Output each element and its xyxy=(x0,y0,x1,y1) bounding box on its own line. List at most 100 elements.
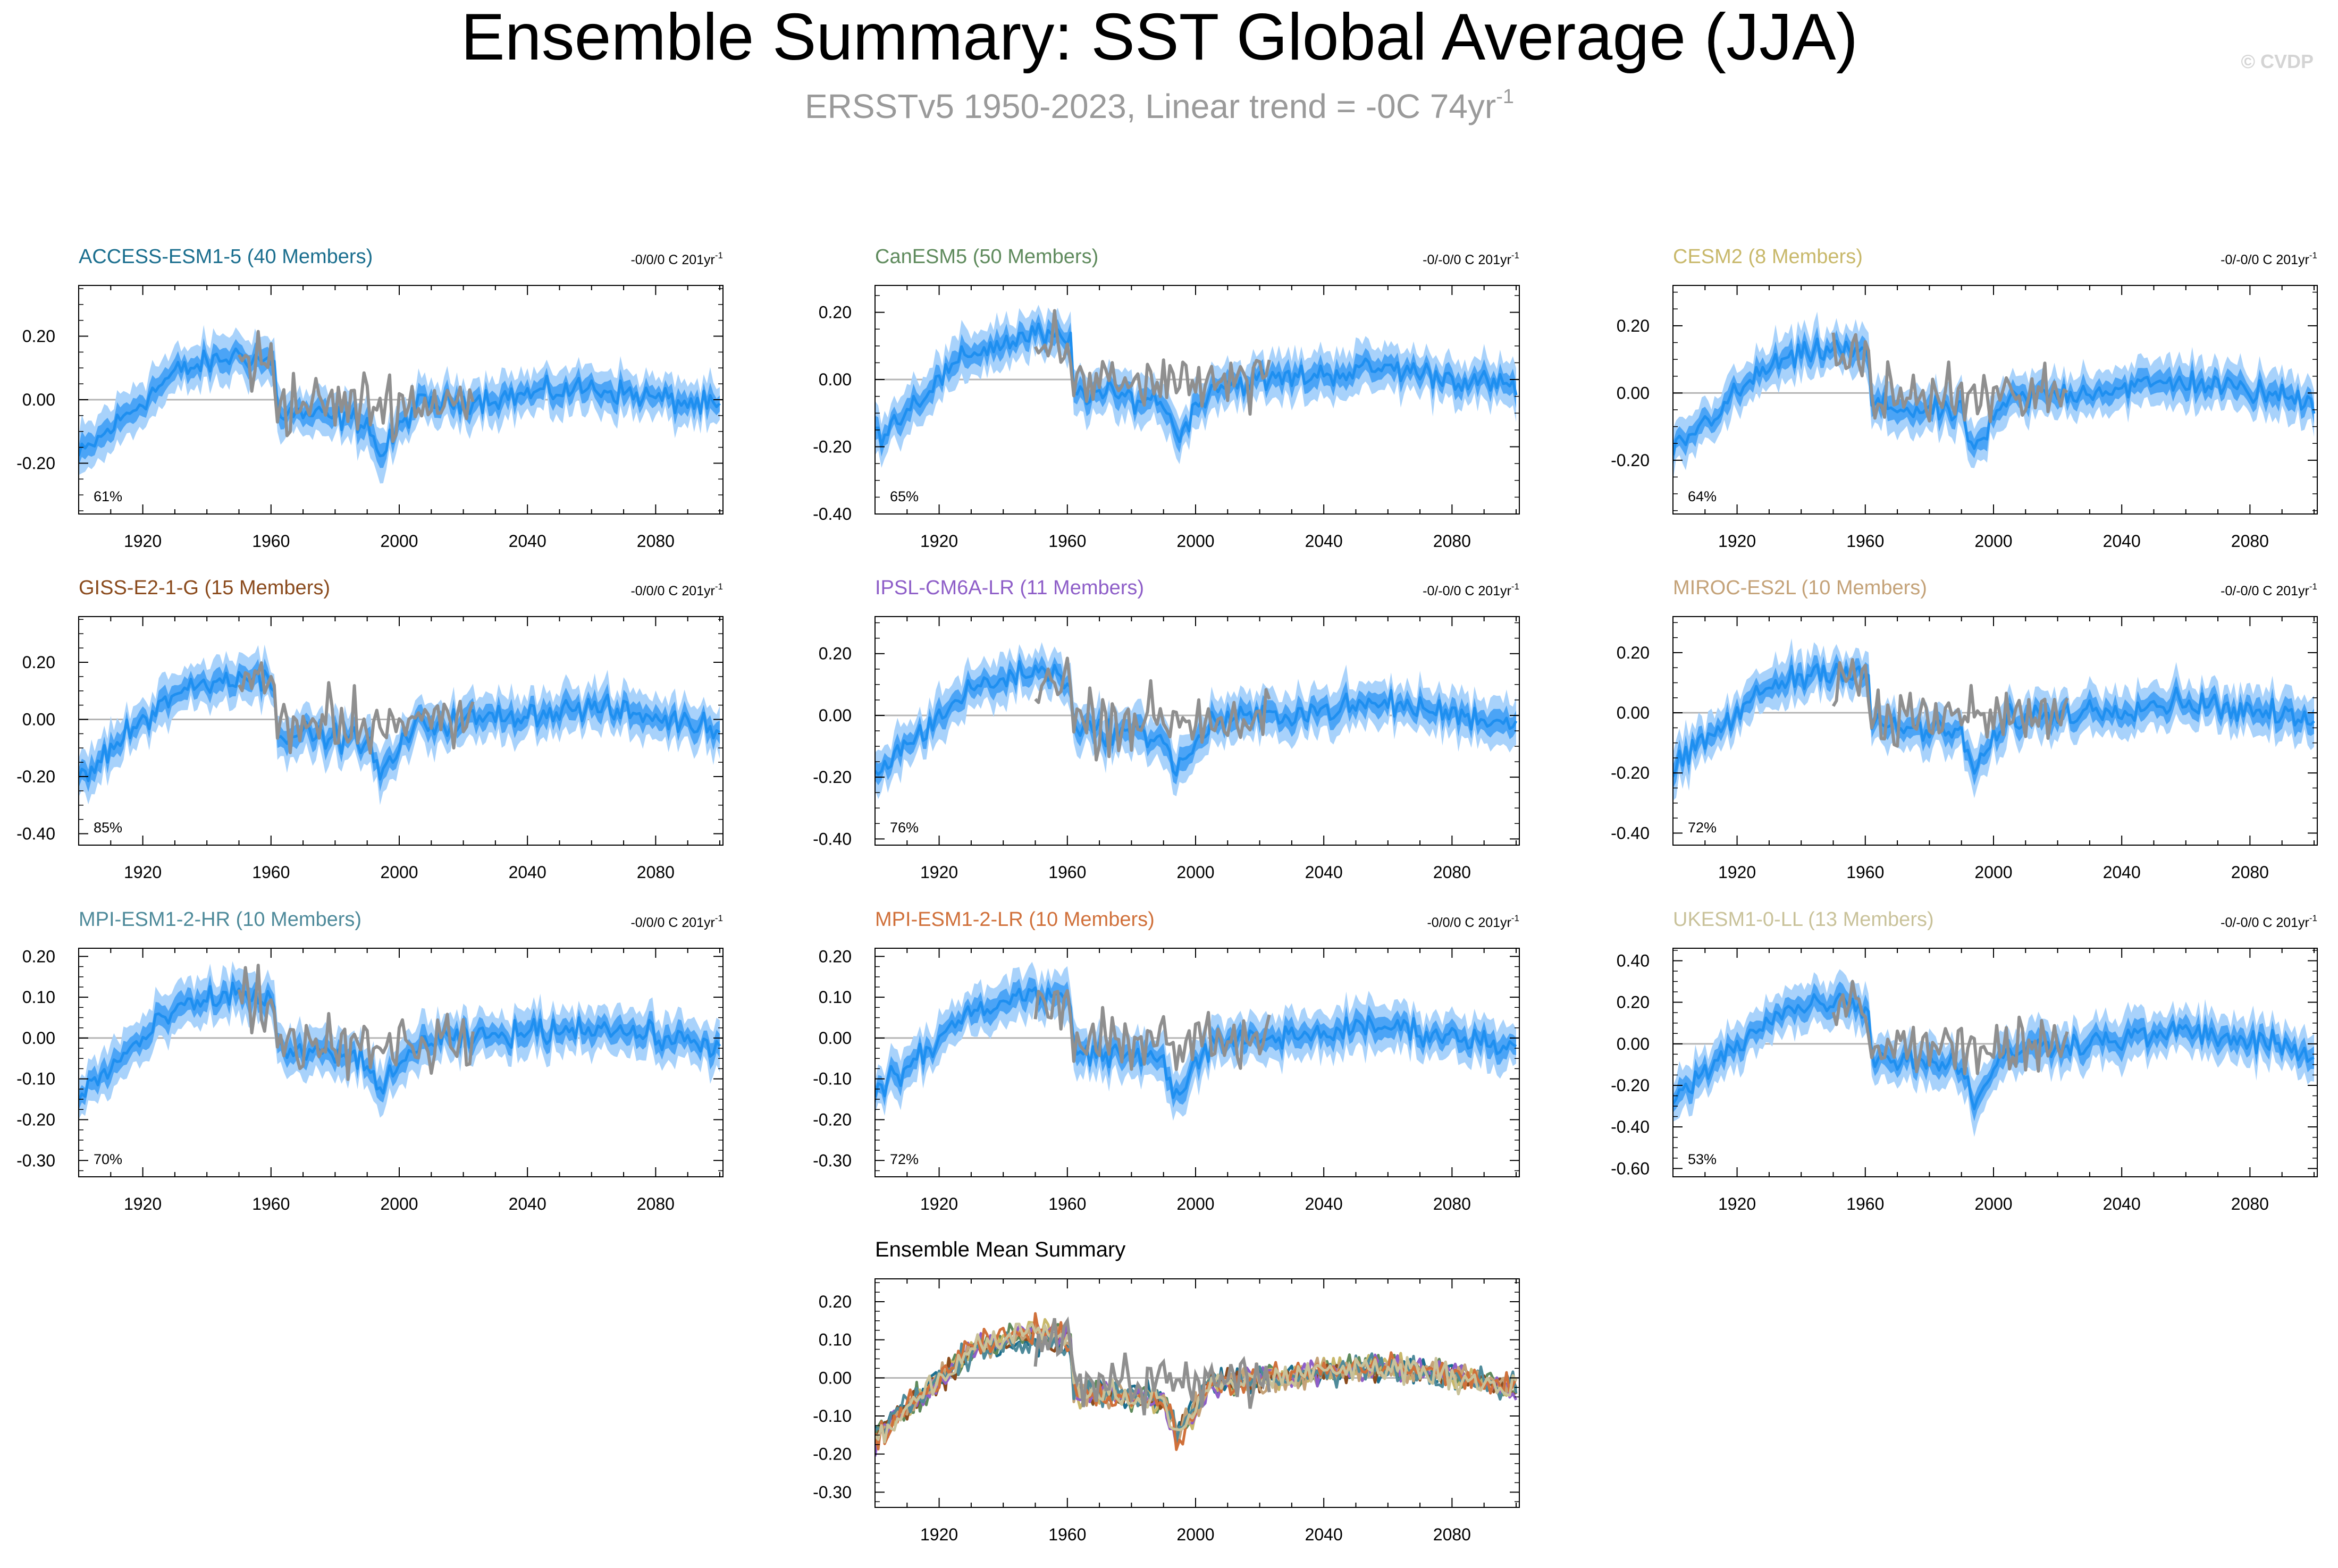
y-tick-label: 0.00 xyxy=(22,390,55,409)
y-tick-label: -0.20 xyxy=(16,453,55,473)
y-tick-label: 0.00 xyxy=(1617,383,1650,402)
x-tick-label: 2040 xyxy=(509,532,546,551)
y-tick-label: -0.20 xyxy=(813,1110,852,1129)
x-tick-label: 2040 xyxy=(509,1194,546,1213)
x-tick-label: 2040 xyxy=(1305,532,1343,551)
x-tick-label: 2080 xyxy=(1433,1525,1471,1544)
subtitle-superscript: -1 xyxy=(1496,86,1514,108)
trend-label-text: -0/-0/0 C 201yr xyxy=(1423,252,1511,267)
x-tick-label: 1920 xyxy=(920,1525,958,1544)
plot-area xyxy=(875,962,1519,1121)
plot-frame xyxy=(78,948,724,1177)
plot-area xyxy=(1673,638,2317,801)
observed-line xyxy=(1033,1316,1271,1415)
panel-title: GISS-E2-1-G (15 Members) xyxy=(79,577,330,599)
y-tick-label: 0.10 xyxy=(819,988,852,1007)
plot-area xyxy=(875,642,1519,799)
trend-label: -0/-0/0 C 201yr-1 xyxy=(1423,250,1519,267)
y-tick-label: 0.20 xyxy=(22,947,55,966)
y-tick-label: 0.00 xyxy=(819,706,852,725)
y-tick-label: -0.60 xyxy=(1611,1159,1650,1178)
plot-frame xyxy=(874,1278,1520,1508)
panel-giss: GISS-E2-1-G (15 Members) -0/0/0 C 201yr-1… xyxy=(16,577,724,882)
y-tick-label: 0.20 xyxy=(819,947,852,966)
x-tick-label: 2000 xyxy=(380,532,418,551)
trend-label-text: -0/0/0 C 201yr xyxy=(630,915,714,930)
trend-label-superscript: -1 xyxy=(715,250,723,260)
trend-label: -0/0/0 C 201yr-1 xyxy=(1427,913,1519,930)
x-tick-label: 2000 xyxy=(1974,1194,2012,1213)
x-tick-label: 1960 xyxy=(1846,863,1884,882)
plot-frame xyxy=(1672,616,2318,846)
trend-label: -0/-0/0 C 201yr-1 xyxy=(1423,581,1519,598)
trend-label-text: -0/0/0 C 201yr xyxy=(1427,915,1511,930)
observed-line xyxy=(237,330,475,443)
y-tick-label: -0.20 xyxy=(16,767,55,786)
inner-range-band xyxy=(1673,326,2314,468)
panel-miroc: MIROC-ES2L (10 Members) -0/-0/0 C 201yr-1… xyxy=(1611,577,2318,882)
panels-container: ACCESS-ESM1-5 (40 Members) -0/0/0 C 201yr… xyxy=(16,246,2318,1544)
y-tick-label: -0.10 xyxy=(16,1069,55,1089)
y-tick-label: 0.10 xyxy=(22,988,55,1007)
observed-line xyxy=(237,661,475,755)
trend-label-text: -0/-0/0 C 201yr xyxy=(1423,584,1511,598)
y-tick-label: 0.20 xyxy=(1617,643,1650,662)
plot-area xyxy=(79,325,723,484)
x-tick-label: 1960 xyxy=(1048,532,1086,551)
plot-frame xyxy=(874,948,1520,1177)
y-tick-label: 0.20 xyxy=(22,327,55,346)
percent-label: 61% xyxy=(94,488,122,504)
trend-label-text: -0/-0/0 C 201yr xyxy=(2221,915,2309,930)
trend-label-text: -0/-0/0 C 201yr xyxy=(2221,252,2309,267)
x-tick-label: 2040 xyxy=(2103,1194,2141,1213)
plot-area xyxy=(1673,311,2317,482)
y-tick-label: -0.40 xyxy=(16,824,55,844)
ensemble-mean-line xyxy=(79,981,721,1101)
figure-subtitle: ERSSTv5 1950-2023, Linear trend = -0C 74… xyxy=(805,86,1514,125)
y-tick-label: 0.20 xyxy=(819,303,852,322)
percent-label: 72% xyxy=(1688,820,1717,836)
y-tick-label: -0.10 xyxy=(813,1406,852,1426)
y-tick-label: -0.20 xyxy=(1611,1076,1650,1095)
y-tick-label: -0.40 xyxy=(813,504,852,524)
x-tick-label: 2080 xyxy=(637,863,675,882)
figure-title: Ensemble Summary: SST Global Average (JJ… xyxy=(461,1,1858,74)
x-tick-label: 1920 xyxy=(1718,1194,1756,1213)
trend-label-superscript: -1 xyxy=(1511,581,1519,592)
percent-label: 53% xyxy=(1688,1151,1717,1167)
x-tick-label: 2040 xyxy=(509,863,546,882)
x-tick-label: 1920 xyxy=(920,1194,958,1213)
x-tick-label: 2080 xyxy=(637,532,675,551)
y-tick-label: 0.20 xyxy=(819,644,852,663)
panel-title: IPSL-CM6A-LR (11 Members) xyxy=(875,577,1144,599)
y-tick-label: -0.20 xyxy=(1611,451,1650,470)
inner-range-band xyxy=(79,972,720,1110)
trend-label-superscript: -1 xyxy=(2309,581,2317,592)
x-tick-label: 2080 xyxy=(2231,1194,2269,1213)
x-tick-label: 1920 xyxy=(1718,532,1756,551)
panel-mpihr: MPI-ESM1-2-HR (10 Members) -0/0/0 C 201yr… xyxy=(16,908,724,1213)
ensemble-mean-line xyxy=(875,986,1517,1099)
y-tick-label: -0.20 xyxy=(16,1110,55,1129)
plot-area xyxy=(875,1312,1519,1457)
panel-cesm: CESM2 (8 Members) -0/-0/0 C 201yr-1 1920 19… xyxy=(1611,246,2318,551)
panel-canesm: CanESM5 (50 Members) -0/-0/0 C 201yr-1 192… xyxy=(813,246,1520,551)
plot-frame xyxy=(1672,285,2318,515)
trend-label: -0/-0/0 C 201yr-1 xyxy=(2221,913,2317,930)
ensemble-mean-line xyxy=(875,322,1518,448)
x-tick-label: 2000 xyxy=(1176,1525,1214,1544)
x-tick-label: 2000 xyxy=(1176,532,1214,551)
plot-area xyxy=(79,644,723,805)
y-tick-label: 0.00 xyxy=(22,710,55,729)
inner-range-band xyxy=(875,977,1516,1108)
panel-title: MPI-ESM1-2-HR (10 Members) xyxy=(79,908,361,931)
plot-frame xyxy=(78,616,724,846)
y-tick-label: -0.20 xyxy=(813,437,852,457)
percent-label: 85% xyxy=(94,820,122,836)
percent-label: 64% xyxy=(1688,488,1717,504)
x-tick-label: 2040 xyxy=(1305,1525,1343,1544)
observed-line xyxy=(1034,656,1271,762)
x-tick-label: 1960 xyxy=(1048,863,1086,882)
trend-label-superscript: -1 xyxy=(2309,250,2317,260)
plot-frame xyxy=(874,285,1520,515)
